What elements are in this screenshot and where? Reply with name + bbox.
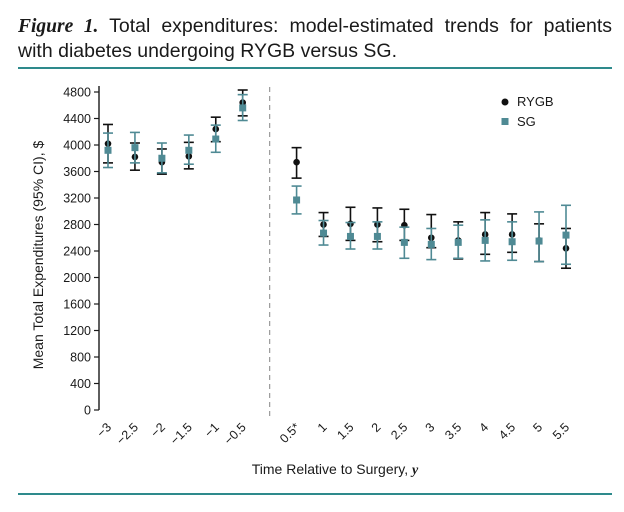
x-tick-label: 2 <box>369 420 384 435</box>
sg-point <box>346 232 354 240</box>
x-tick-label: 5 <box>530 420 545 435</box>
x-tick-label: −2 <box>148 420 168 440</box>
sg-point <box>320 229 328 237</box>
sg-point <box>400 238 408 246</box>
sg-point <box>131 144 139 152</box>
x-tick-label: −2.5 <box>114 420 141 447</box>
x-tick-label: 5.5 <box>550 420 572 442</box>
y-tick-label: 1600 <box>63 298 91 312</box>
x-tick-label: 2.5 <box>388 420 410 442</box>
y-tick-label: 4000 <box>63 139 91 153</box>
y-tick-label: 2400 <box>63 245 91 259</box>
sg-point <box>293 196 301 204</box>
legend-rygb-marker <box>501 98 509 106</box>
sg-point <box>185 146 193 154</box>
x-tick-label: −1 <box>202 420 222 440</box>
x-tick-label: 0.5* <box>277 420 303 446</box>
sg-point <box>508 238 516 246</box>
y-axis: 0 400 800 1200 1600 2000 2400 2800 3200 3600 4000 4… <box>63 86 100 418</box>
series-sg <box>103 93 571 266</box>
x-tick-label: −3 <box>94 420 114 440</box>
figure-label: Figure 1. <box>18 16 99 37</box>
sg-point <box>562 231 570 239</box>
y-tick-label: 0 <box>84 404 91 418</box>
series-layer <box>103 89 571 270</box>
y-tick-label: 3200 <box>63 192 91 206</box>
legend-rygb-label: RYGB <box>517 94 554 109</box>
x-axis-title: Time Relative to Surgery, y <box>252 461 419 478</box>
y-tick-label: 3600 <box>63 165 91 179</box>
y-tick-label: 800 <box>70 351 91 365</box>
y-tick-label: 1200 <box>63 324 91 338</box>
legend-sg-label: SG <box>517 114 536 129</box>
legend: RYGB SG <box>501 94 554 129</box>
sg-point <box>454 238 462 246</box>
figure-caption: Figure 1. Total expenditures: model-esti… <box>18 14 612 64</box>
x-tick-label: 1 <box>315 420 330 435</box>
x-tick-label: −1.5 <box>168 420 195 447</box>
series-rygb <box>103 89 571 270</box>
caption-text: Total expenditures: model-estimated tren… <box>18 15 612 62</box>
x-tick-label: 4.5 <box>496 420 518 442</box>
rygb-point <box>293 158 300 166</box>
sg-point <box>239 104 247 112</box>
x-tick-label: 3.5 <box>442 420 464 442</box>
y-tick-label: 2000 <box>63 271 91 285</box>
y-axis-title: Mean Total Expenditures (95% CI), $ <box>30 141 46 370</box>
sg-point <box>427 240 435 248</box>
sg-point <box>104 146 112 154</box>
x-tick-label: 3 <box>423 420 438 435</box>
footer-rule <box>18 493 612 495</box>
x-tick-label: −0.5 <box>221 420 248 447</box>
sg-point <box>158 154 166 162</box>
y-tick-label: 4400 <box>63 112 91 126</box>
sg-point <box>535 237 543 245</box>
x-axis: −3 −2.5 −2 −1.5 −1 −0.5 0.5* 1 1.5 2 2.5 3 3.5 4 4.5 5 5… <box>94 420 572 447</box>
caption-rule <box>18 67 612 69</box>
y-tick-label: 2800 <box>63 218 91 232</box>
sg-point <box>212 135 220 143</box>
sg-point <box>481 236 489 244</box>
legend-sg-marker <box>501 118 509 125</box>
x-tick-label: 4 <box>476 420 491 435</box>
x-tick-label: 1.5 <box>334 420 356 442</box>
y-tick-label: 400 <box>70 377 91 391</box>
y-tick-label: 4800 <box>63 86 91 100</box>
sg-point <box>373 232 381 240</box>
